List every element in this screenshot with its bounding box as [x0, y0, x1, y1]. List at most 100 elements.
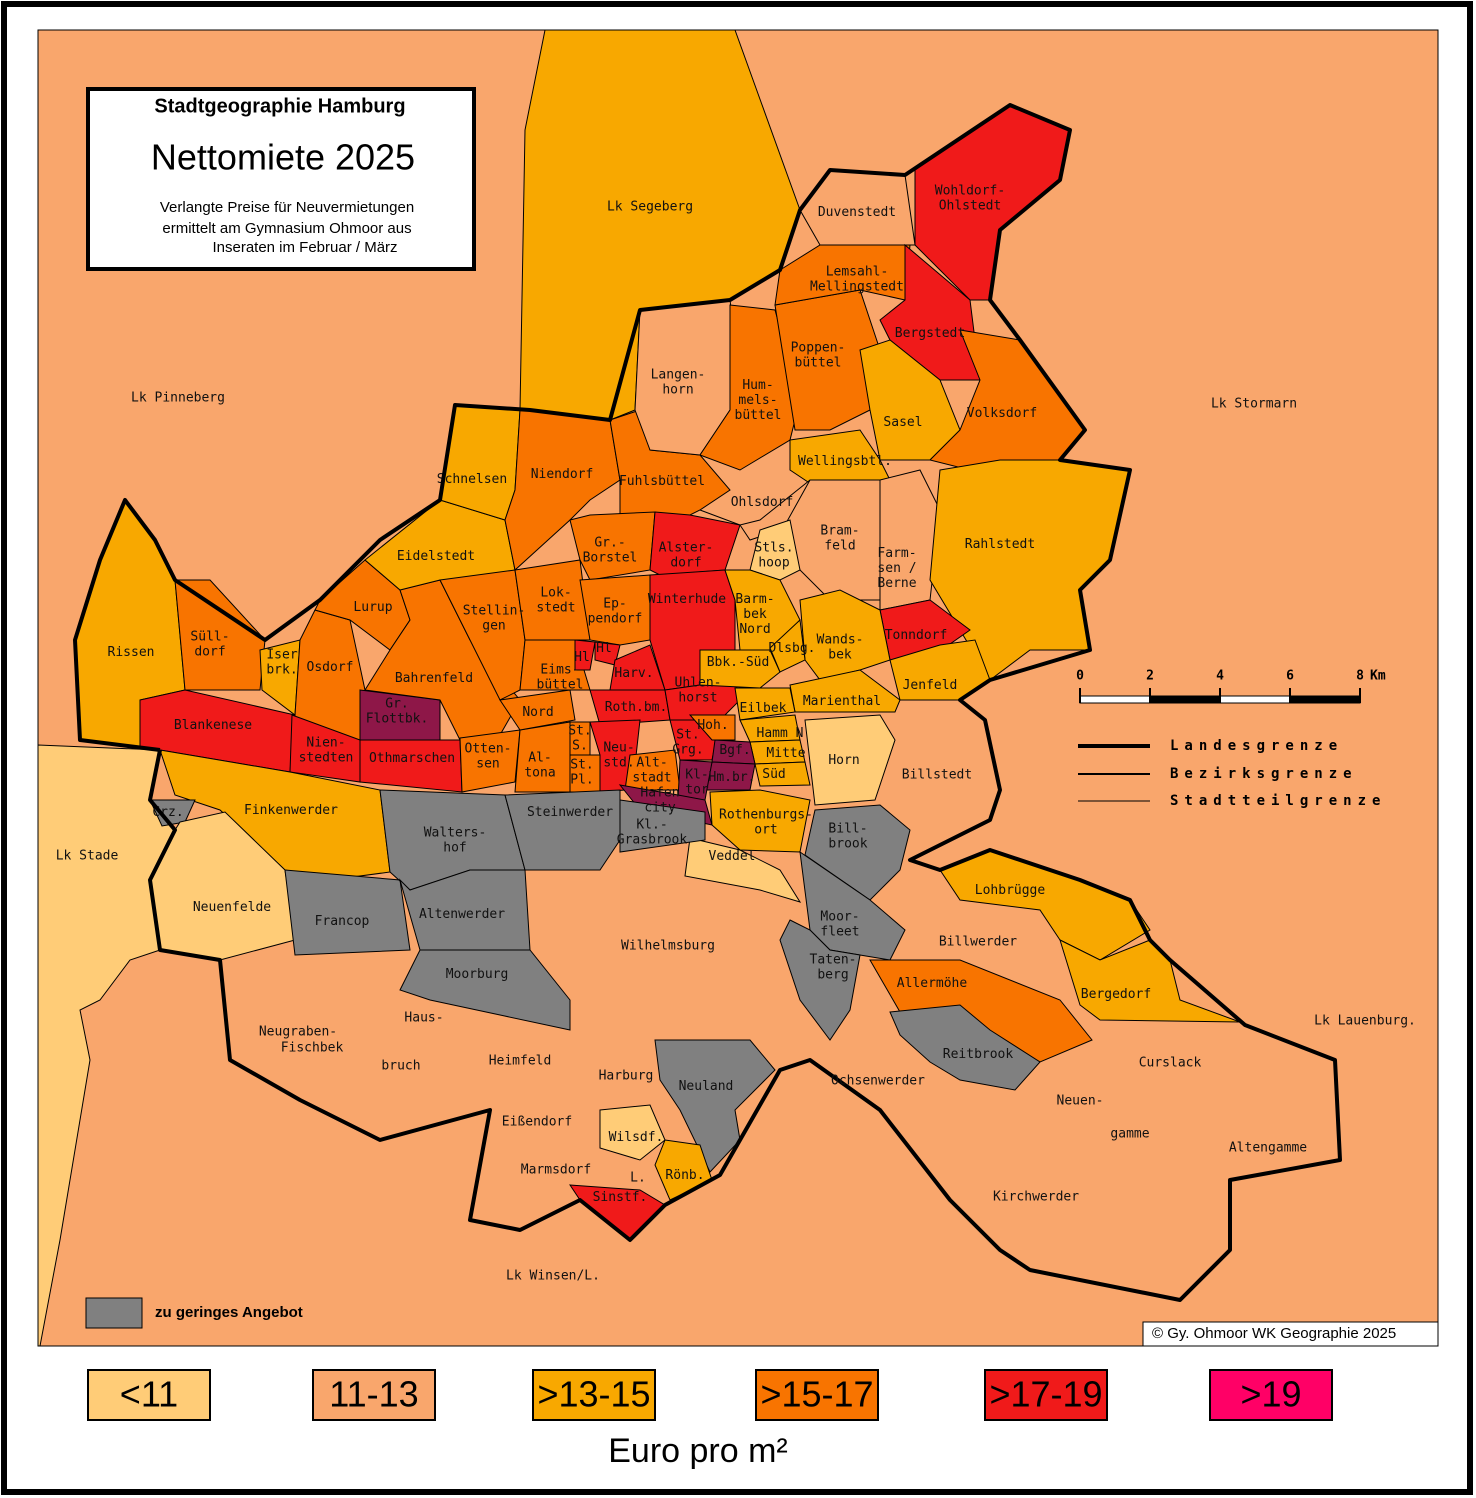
district-area	[799, 589, 891, 681]
district-label: gamme	[1110, 1127, 1149, 1142]
label-line: mels-	[738, 393, 777, 408]
district-label: Süd	[762, 767, 785, 782]
district-label: Stls. hoop	[754, 540, 793, 570]
label-line: S.	[572, 738, 588, 753]
district-label: Ochsenwerder	[831, 1074, 925, 1089]
district-label: Bill-brook	[828, 821, 867, 851]
district-label: Rissen	[108, 645, 155, 660]
district-label: Uhlen-horst	[675, 675, 722, 705]
district-label: Bahrenfeld	[395, 671, 473, 686]
label-line: gen	[482, 618, 505, 633]
label-line: St.	[676, 727, 699, 742]
label-line: Rissen	[108, 645, 155, 660]
county-label: Lk Lauenburg.	[1314, 1014, 1416, 1029]
scale-label: 2	[1146, 669, 1154, 684]
label-line: Bergedorf	[1081, 987, 1151, 1002]
district-area	[399, 949, 571, 1031]
district-label: Stellin-gen	[463, 603, 526, 633]
label-line: Stls.	[754, 540, 793, 555]
label-line: stadt	[632, 770, 671, 785]
label-line: Lurup	[353, 600, 392, 615]
district-label: Finkenwerder	[244, 803, 338, 818]
district-label: Horn	[828, 753, 859, 768]
label-line: Al-	[528, 750, 551, 765]
district-label: Crz.	[152, 805, 183, 820]
district-label: Osdorf	[307, 660, 354, 675]
copyright: © Gy. Ohmoor WK Geographie 2025	[1152, 1325, 1396, 1342]
districts: Rissen Süll-dorf Blankenese Iser brk. Osdorf L…	[74, 104, 1241, 1241]
district-area	[699, 649, 781, 689]
legend: <11 11-13 >13-15 >15-17 >17-19 >19	[87, 1369, 1333, 1421]
label-line: Otten-	[465, 741, 512, 756]
label-line: Alt-	[636, 755, 667, 770]
label-line: Borstel	[583, 550, 638, 565]
label-line: Neuland	[679, 1079, 734, 1094]
district-label: Heimfeld	[489, 1054, 552, 1069]
district-area	[754, 761, 811, 787]
legend-swatch	[532, 1369, 656, 1421]
district-area	[749, 519, 801, 581]
label-line: Crz.	[152, 805, 183, 820]
district-area	[684, 837, 802, 903]
label-line: tona	[524, 765, 555, 780]
district-label: Kl-tor	[685, 767, 709, 797]
district-label: Barm-bek Nord	[735, 592, 774, 637]
district-area	[734, 687, 796, 721]
district-area	[579, 574, 651, 646]
scale-bar: 0 2 4 6 8 Km	[1076, 669, 1386, 704]
no-data-label: zu geringes Angebot	[155, 1304, 303, 1321]
district-label: Hl	[574, 650, 590, 665]
district-label: Lurup	[353, 600, 392, 615]
scale-segment	[1289, 695, 1361, 704]
district-label: Taten-berg	[810, 952, 857, 982]
district-label: Iser brk.	[266, 647, 297, 677]
title-box	[86, 87, 476, 271]
district-label: Reitbrook	[943, 1047, 1014, 1062]
county-label: Lk Segeberg	[607, 200, 693, 215]
label-line: Eims-	[540, 662, 579, 677]
label-line: Berne	[877, 576, 916, 591]
district-label: Lemsahl-Mellingstedt	[810, 264, 904, 294]
label-line: büttel	[735, 408, 782, 423]
label-line: Eilbek	[740, 701, 787, 716]
label-line: dorf	[194, 644, 225, 659]
label-line: Nord	[522, 705, 553, 720]
district-area	[769, 618, 806, 673]
label-line: Dlsbg.	[769, 641, 816, 656]
main-title: Nettomiete 2025	[151, 137, 415, 178]
label-line: Alster-	[659, 540, 714, 555]
district-label: Fischbek	[281, 1041, 344, 1056]
label-line: Walters-	[424, 825, 487, 840]
no-data-swatch	[85, 1297, 143, 1329]
district-label: Hm.br.	[709, 770, 756, 785]
scale-segment	[1219, 695, 1291, 704]
district-label: Wohldorf-Ohlstedt	[935, 183, 1005, 213]
label-line: std.	[603, 755, 634, 770]
district-label: Hamm N	[757, 726, 804, 741]
scale-segment	[1079, 695, 1151, 704]
district-label: Francop	[315, 914, 370, 929]
district-label: Volksdorf	[967, 406, 1037, 421]
label-line: Bergstedt	[895, 326, 965, 341]
label-line: Hl	[574, 650, 590, 665]
label-line: Wands-	[817, 632, 864, 647]
label-line: Steinwerder	[527, 805, 613, 820]
title: Stadtgeographie Hamburg	[154, 95, 405, 117]
label-line: Hoh.	[697, 718, 728, 733]
district-label: Neuenfelde	[193, 900, 271, 915]
label-line: hoop	[758, 555, 789, 570]
label-line: Wellingsbtl.	[798, 454, 892, 469]
label-line: Grg.	[672, 742, 703, 757]
label-line: Tonndorf	[885, 628, 948, 643]
district-area	[804, 714, 896, 806]
copyright-box	[1142, 1321, 1439, 1347]
district-area	[1059, 939, 1241, 1023]
district-area	[599, 1104, 666, 1161]
district-label: Haus-	[404, 1011, 443, 1026]
label-line: Kl-	[685, 767, 708, 782]
label-line: Allermöhe	[897, 976, 968, 991]
district-label: Walters-hof	[424, 825, 487, 855]
label-line: Wilsdf.	[609, 1130, 664, 1145]
label-line: Wohldorf-	[935, 183, 1005, 198]
